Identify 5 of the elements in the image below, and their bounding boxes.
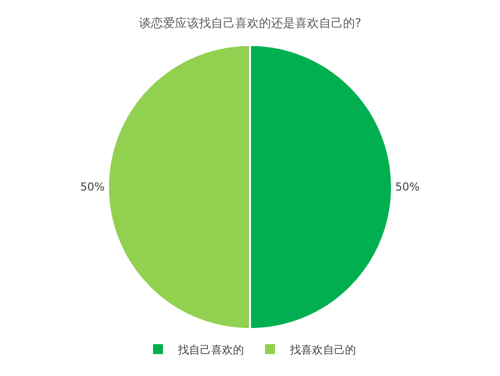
data-label: 50% bbox=[395, 180, 420, 194]
legend-label: 找喜欢自己的 bbox=[289, 343, 356, 356]
chart-title: 谈恋爱应该找自己喜欢的还是喜欢自己的? bbox=[138, 16, 362, 30]
legend-label: 找自己喜欢的 bbox=[177, 343, 244, 356]
data-label: 50% bbox=[80, 180, 105, 194]
